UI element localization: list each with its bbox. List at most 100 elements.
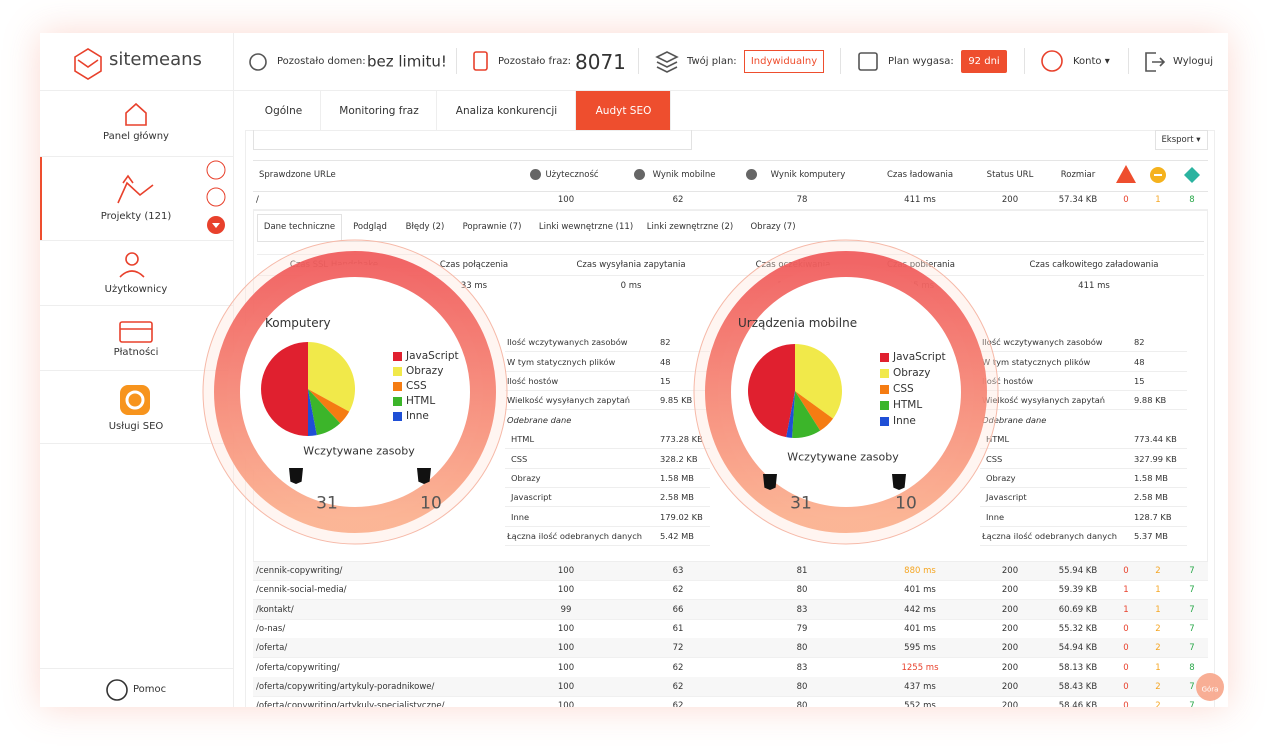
stat-value: 82 [1134, 336, 1145, 347]
tab-label[interactable]: Ogólne [264, 104, 303, 117]
row-url[interactable]: / [256, 194, 259, 205]
subtab[interactable]: Dane techniczne [263, 221, 336, 232]
row-status: 200 [1001, 701, 1019, 707]
scroll-top-label[interactable]: Góra [1201, 685, 1219, 694]
sidebar-item[interactable]: Projekty (121) [100, 211, 172, 222]
tab [321, 91, 437, 130]
row-status: 200 [1001, 604, 1019, 615]
row-count: 1 [1155, 585, 1161, 596]
label: Pozostało fraz: [498, 56, 571, 67]
stat-value: 82 [660, 336, 671, 347]
label: Twój plan: [687, 56, 737, 67]
row-status: 200 [1001, 681, 1019, 692]
subtab[interactable]: Poprawnie (7) [462, 221, 522, 232]
received-label: Javascript [986, 491, 1027, 502]
row-url[interactable]: /oferta/copywriting/artykuly-poradnikowe… [256, 681, 435, 692]
subtab[interactable]: Linki wewnętrzne (11) [538, 221, 634, 232]
stat-value: 9.88 KB [1134, 394, 1167, 405]
stats-border [505, 409, 710, 410]
plan-button[interactable]: Indywidualny [750, 56, 818, 67]
row-url[interactable]: /cennik-social-media/ [256, 585, 347, 596]
legend-label: CSS [406, 379, 427, 392]
subtab[interactable]: Błędy (2) [405, 221, 445, 232]
sidebar-item[interactable]: Usługi SEO [108, 421, 164, 432]
legend-swatch [393, 382, 402, 391]
row-url[interactable]: /oferta/copywriting/ [256, 662, 340, 673]
export-button[interactable]: Eksport ▾ [1161, 134, 1201, 145]
row-count: 7 [1189, 701, 1195, 707]
pie-slice [795, 344, 842, 419]
pie-slice [786, 391, 795, 438]
tab-label[interactable]: Monitoring fraz [339, 104, 419, 117]
legend-swatch [393, 412, 402, 421]
row-url[interactable]: /kontakt/ [256, 604, 294, 615]
received-label: HTML [986, 433, 1010, 444]
account-menu[interactable]: Konto ▾ [1073, 56, 1110, 67]
legend-label: Obrazy [893, 366, 931, 379]
stat-label: Wielkość wysyłanych zapytań [982, 394, 1106, 405]
home-icon [125, 102, 147, 126]
stat-value: 15 [660, 375, 671, 386]
card-icon [119, 321, 153, 343]
subtab[interactable]: Podgląd [353, 221, 387, 232]
received-label: CSS [511, 453, 528, 464]
tab-label[interactable]: Analiza konkurencji [455, 104, 558, 117]
row-status: 200 [1001, 662, 1019, 673]
help-link[interactable]: Pomoc [133, 684, 167, 695]
row-time: 880 ms [904, 565, 936, 576]
pie-slice [308, 342, 355, 412]
legend-swatch [880, 417, 889, 426]
stats-border [505, 545, 710, 546]
row-count: 1 [1123, 585, 1129, 596]
row-size: 58.43 KB [1058, 681, 1098, 692]
column-header: Sprawdzone URLe [259, 169, 336, 180]
stats-border [505, 351, 710, 352]
row-url[interactable]: /oferta/copywriting/artykuly-specjalisty… [256, 701, 445, 707]
row-count: 7 [1189, 585, 1195, 596]
received-label: CSS [986, 453, 1003, 464]
received-value: 128.7 KB [1134, 511, 1172, 522]
row-url[interactable]: /oferta/ [256, 643, 288, 654]
subtab[interactable]: Obrazy (7) [750, 221, 796, 232]
divider [456, 48, 457, 74]
doc-icon [473, 51, 488, 71]
row-count: 2 [1155, 623, 1161, 634]
stats-border [505, 468, 710, 469]
row-url[interactable]: /o-nas/ [256, 623, 286, 634]
pie-slice [792, 391, 821, 438]
tab-label[interactable]: Audyt SEO [595, 104, 652, 117]
stats-border [980, 371, 1187, 372]
timing-head [257, 254, 1204, 276]
legend-swatch [393, 397, 402, 406]
logo-icon [77, 59, 99, 68]
sidebar-item[interactable]: Użytkownicy [104, 284, 168, 295]
divider [840, 48, 841, 74]
received-value: 179.02 KB [660, 511, 703, 522]
logout[interactable]: Wyloguj [1173, 56, 1213, 67]
column-header: Wynik komputery [770, 169, 846, 180]
received-value: 1.58 MB [1134, 472, 1168, 483]
row-time: 1255 ms [901, 662, 939, 673]
subtab[interactable]: Linki zewnętrzne (2) [646, 221, 734, 232]
row-url[interactable]: /cennik-copywriting/ [256, 565, 343, 576]
stats-border [505, 371, 710, 372]
timing-value: 33 ms [460, 280, 488, 291]
globe-icon [249, 53, 267, 71]
sidebar-item[interactable]: Panel główny [103, 131, 169, 142]
row-count: 7 [1189, 565, 1195, 576]
sidebar-item[interactable]: Płatności [113, 347, 159, 358]
stat-label: W tym statycznych plików [982, 356, 1091, 367]
stats-border [505, 506, 710, 507]
timing-value: 0 ms [620, 280, 642, 291]
row-status: 200 [1001, 194, 1019, 205]
panel-title: Urządzenia mobilne [738, 316, 858, 330]
stats-border [980, 448, 1187, 449]
magnifier [202, 239, 508, 545]
legend-swatch [880, 385, 889, 394]
received-label: Javascript [511, 491, 552, 502]
row-bg [253, 638, 1208, 658]
row-count: 2 [1155, 701, 1161, 707]
received-label: Obrazy [986, 472, 1016, 483]
timing-label: Czas pobierania [887, 261, 955, 270]
total-label: Łączna ilość odebranych danych [507, 530, 643, 541]
